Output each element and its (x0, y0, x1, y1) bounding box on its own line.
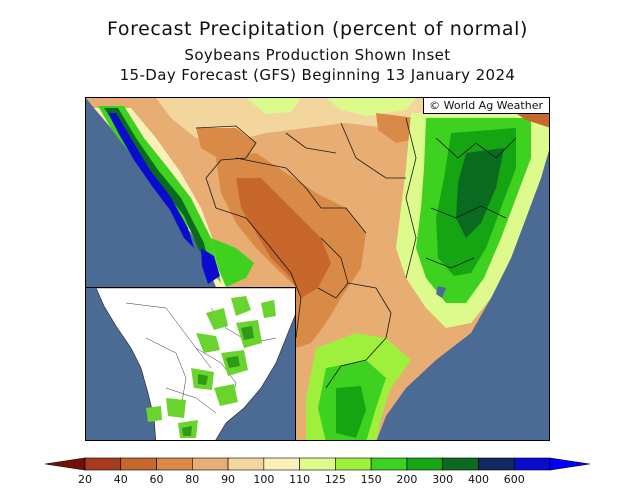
legend-label-80: 80 (185, 473, 200, 486)
soybean-production-inset (86, 287, 296, 440)
legend-swatch-100 (263, 457, 300, 471)
legend-label-110: 110 (289, 473, 311, 486)
inset-soy-dark (182, 326, 254, 436)
legend-swatch-60 (156, 457, 193, 471)
legend-colorbar (45, 457, 590, 471)
andes-green-south (211, 238, 254, 287)
legend-label-300: 300 (432, 473, 454, 486)
legend-overflow-arrow (549, 457, 590, 471)
brazil-darkest (456, 148, 504, 238)
legend-swatch-150 (370, 457, 408, 471)
lake-patos (436, 286, 446, 298)
legend-swatch-125 (335, 457, 372, 471)
legend-swatch-20 (84, 457, 122, 471)
north-light-green (246, 98, 301, 114)
legend-label-125: 125 (324, 473, 346, 486)
legend-swatch-40 (120, 457, 157, 471)
andes-blue-south (201, 248, 220, 284)
credit-label: © World Ag Weather (423, 98, 549, 114)
legend-swatch-300 (442, 457, 479, 471)
legend-label-60: 60 (149, 473, 164, 486)
legend-label-20: 20 (78, 473, 92, 486)
legend-swatch-80 (192, 457, 229, 471)
legend-label-90: 90 (221, 473, 236, 486)
central-very-dry (236, 178, 331, 298)
legend-swatch-600 (513, 457, 551, 471)
legend-swatch-200 (406, 457, 443, 471)
legend-swatch-110 (299, 457, 336, 471)
map-title: Forecast Precipitation (percent of norma… (107, 18, 528, 40)
legend-label-400: 400 (467, 473, 489, 486)
legend-label-200: 200 (396, 473, 418, 486)
forecast-period: 15-Day Forecast (GFS) Beginning 13 Janua… (119, 66, 516, 84)
andes-blue (108, 113, 194, 248)
legend-label-100: 100 (253, 473, 275, 486)
north-light-green-2 (326, 98, 416, 116)
map-subtitle: Soybeans Production Shown Inset (184, 46, 451, 64)
precipitation-map-graphic (86, 98, 549, 440)
legend-swatch-90 (227, 457, 265, 471)
country-borders (195, 117, 517, 389)
south-wet-dark (336, 386, 366, 438)
legend-swatch-400 (478, 457, 515, 471)
legend-label-600: 600 (503, 473, 525, 486)
precipitation-map: © World Ag Weather (85, 97, 550, 441)
legend-label-150: 150 (360, 473, 382, 486)
soybean-inset-map (86, 288, 295, 440)
legend-underflow-arrow (45, 457, 86, 471)
central-dry-north (196, 128, 256, 160)
legend-label-40: 40 (113, 473, 128, 486)
